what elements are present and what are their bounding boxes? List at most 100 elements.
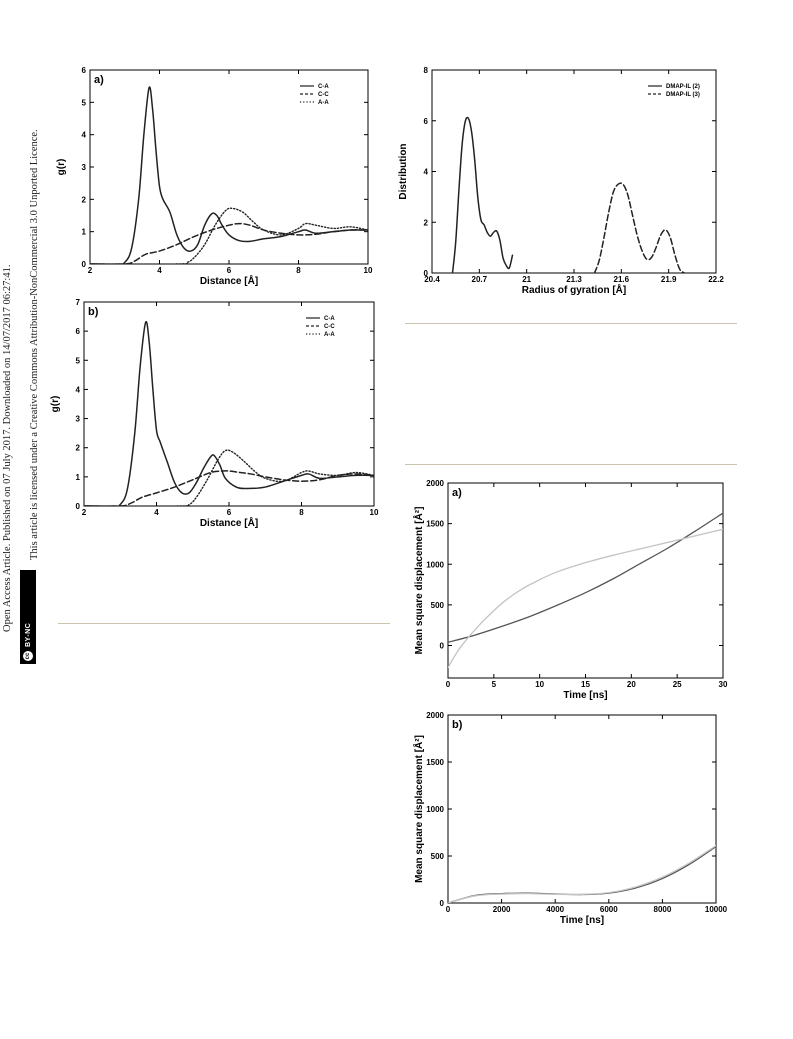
y-tick-label: 5 — [76, 356, 81, 365]
x-tick-label: 22.2 — [708, 275, 724, 284]
legend-entry: C-A — [318, 84, 329, 90]
y-tick-label: 3 — [82, 163, 87, 172]
series-line-solid-light — [448, 845, 716, 903]
y-tick-label: 0 — [440, 642, 445, 651]
x-tick-label: 10 — [535, 680, 544, 689]
panel-label: b) — [88, 306, 99, 318]
panel-label: a) — [452, 487, 462, 499]
x-tick-label: 8000 — [654, 905, 672, 914]
series-line-a-a — [90, 207, 368, 264]
y-tick-label: 7 — [76, 298, 81, 307]
divider-left — [58, 623, 390, 624]
x-tick-label: 21 — [522, 275, 531, 284]
y-tick-label: 0 — [440, 899, 445, 908]
x-tick-label: 21.9 — [661, 275, 677, 284]
x-tick-label: 0 — [446, 905, 451, 914]
series-group — [448, 845, 716, 903]
series-line-c-a — [84, 320, 374, 506]
x-tick-label: 6000 — [600, 905, 618, 914]
y-tick-label: 2 — [82, 195, 87, 204]
series-line-dmap-il-2- — [451, 116, 514, 273]
x-tick-label: 2 — [82, 508, 87, 517]
plot-frame — [447, 714, 717, 904]
legend-entry: DMAP-IL (3) — [666, 92, 700, 98]
y-tick-label: 8 — [424, 66, 429, 75]
legend-entry: C-C — [318, 92, 329, 98]
y-tick-label: 2 — [424, 218, 429, 227]
x-tick-label: 30 — [719, 680, 728, 689]
y-tick-label: 1500 — [426, 758, 444, 767]
series-line-solid-light — [448, 528, 723, 669]
y-tick-label: 3 — [76, 415, 81, 424]
x-tick-label: 2 — [88, 266, 93, 275]
y-tick-label: 4 — [82, 131, 87, 140]
y-tick-label: 4 — [76, 385, 81, 394]
x-tick-label: 20 — [627, 680, 636, 689]
series-line-c-a — [90, 86, 368, 264]
y-tick-label: 500 — [431, 852, 445, 861]
y-tick-label: 1 — [82, 228, 87, 237]
x-tick-label: 6 — [227, 266, 232, 275]
x-tick-label: 8 — [296, 266, 301, 275]
y-tick-label: 6 — [82, 66, 87, 75]
x-axis-label: Radius of gyration [Å] — [522, 283, 626, 296]
x-tick-label: 4 — [154, 508, 159, 517]
legend-entry: C-A — [324, 316, 335, 322]
series-group — [84, 320, 374, 506]
x-tick-label: 20.7 — [472, 275, 488, 284]
x-tick-label: 4 — [157, 266, 162, 275]
x-tick-label: 2000 — [493, 905, 511, 914]
divider-right-1 — [405, 323, 737, 324]
y-axis-label: Mean square displacement [Å²] — [412, 735, 425, 883]
cc-license-badge[interactable]: cc BY-NC — [20, 570, 36, 664]
y-tick-label: 2000 — [426, 711, 444, 720]
x-axis-label: Time [ns] — [560, 915, 604, 926]
y-axis-label: Mean square displacement [Å²] — [412, 507, 425, 655]
series-line-solid-dark — [448, 512, 723, 643]
series-line-c-c — [90, 222, 368, 264]
x-tick-label: 25 — [673, 680, 682, 689]
y-tick-label: 2000 — [426, 479, 444, 488]
y-tick-label: 0 — [424, 269, 429, 278]
y-tick-label: 4 — [424, 168, 429, 177]
series-group — [90, 86, 368, 264]
series-line-a-a — [84, 449, 374, 506]
x-tick-label: 15 — [581, 680, 590, 689]
x-tick-label: 6 — [227, 508, 232, 517]
x-axis-label: Time [ns] — [563, 690, 607, 701]
legend-entry: A-A — [324, 332, 335, 338]
series-group — [451, 116, 686, 273]
legend-entry: C-C — [324, 324, 335, 330]
y-tick-label: 6 — [424, 117, 429, 126]
y-tick-label: 1000 — [426, 805, 444, 814]
y-tick-label: 1500 — [426, 520, 444, 529]
series-line-c-c — [84, 470, 374, 506]
x-tick-label: 8 — [299, 508, 304, 517]
y-tick-label: 1 — [76, 473, 81, 482]
series-line-dmap-il-3- — [593, 182, 686, 273]
y-axis-label: Distribution — [398, 143, 409, 199]
y-tick-label: 5 — [82, 98, 87, 107]
panel-label: a) — [94, 74, 104, 86]
y-tick-label: 500 — [431, 601, 445, 610]
x-tick-label: 4000 — [546, 905, 564, 914]
x-tick-label: 21.6 — [614, 275, 630, 284]
x-axis-label: Distance [Å] — [200, 274, 258, 287]
x-tick-label: 10 — [364, 266, 373, 275]
y-tick-label: 2 — [76, 444, 81, 453]
license-sidebar: Open Access Article. Published on 07 Jul… — [0, 0, 60, 1039]
y-axis-label: g(r) — [50, 396, 61, 413]
x-tick-label: 21.3 — [566, 275, 582, 284]
x-tick-label: 0 — [446, 680, 451, 689]
y-tick-label: 0 — [82, 260, 87, 269]
y-tick-label: 0 — [76, 502, 81, 511]
y-tick-label: 6 — [76, 327, 81, 336]
x-axis-label: Distance [Å] — [200, 516, 258, 529]
x-tick-label: 10 — [370, 508, 379, 517]
x-tick-label: 10000 — [705, 905, 728, 914]
